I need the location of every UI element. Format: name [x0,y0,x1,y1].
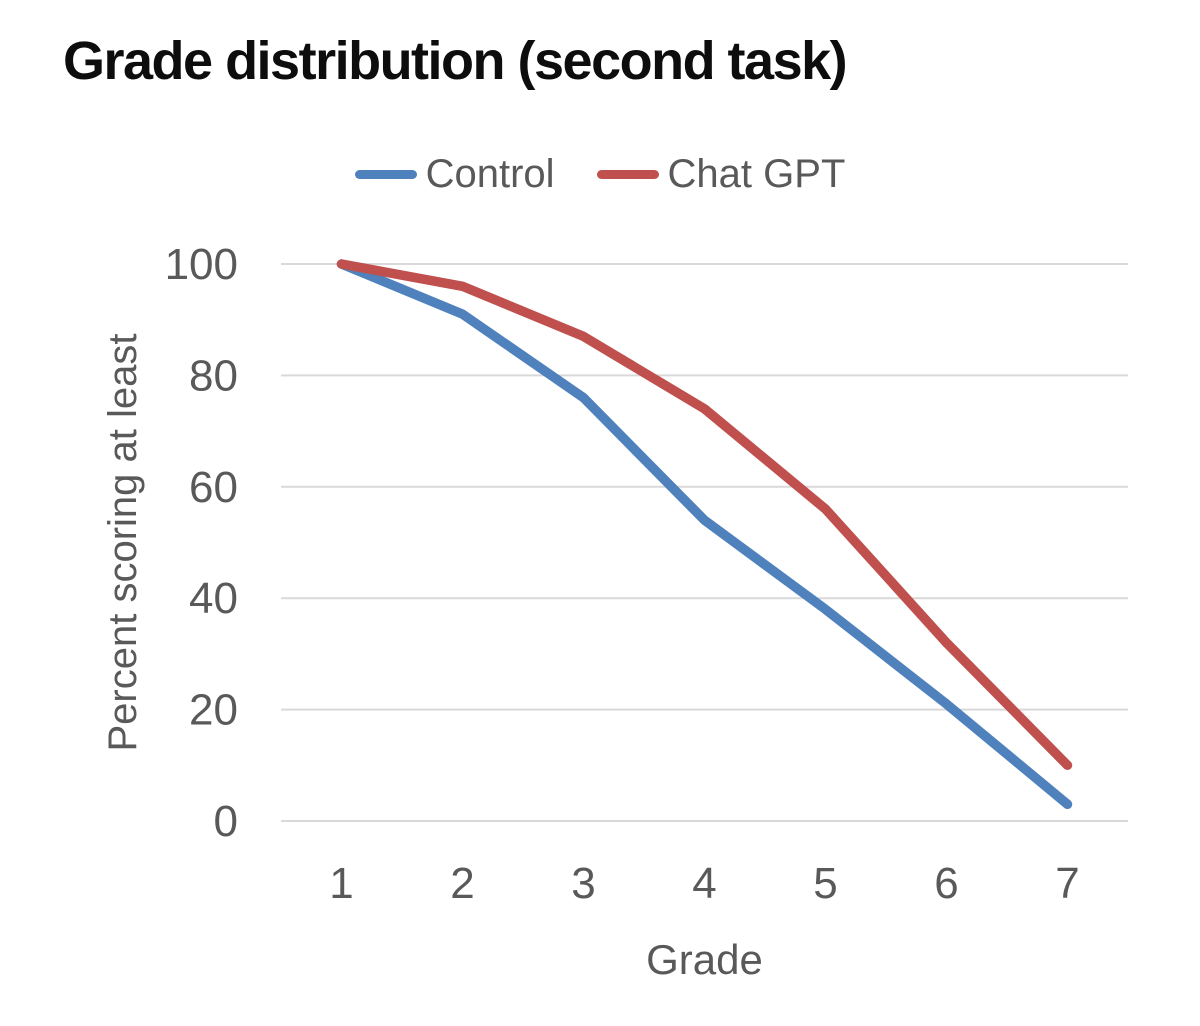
y-tick-label: 60 [189,463,238,512]
chart-title: Grade distribution (second task) [63,31,848,91]
y-tick-label: 20 [189,686,238,735]
legend: Control Chat GPT [0,152,1200,197]
x-tick-label: 1 [329,859,353,908]
control-line-swatch-icon [354,170,417,179]
x-tick-label: 2 [450,859,474,908]
legend-item-control: Control [354,152,555,197]
chatgpt-line-swatch-icon [596,170,659,179]
y-tick-label: 80 [189,351,238,400]
x-tick-label: 5 [813,859,837,908]
x-tick-label: 6 [934,859,958,908]
x-tick-label: 4 [692,859,716,908]
series-line-control [336,259,1073,810]
y-tick-label: 40 [189,574,238,623]
legend-item-chatgpt: Chat GPT [596,152,846,197]
legend-label-control: Control [425,152,555,196]
legend-label-chatgpt: Chat GPT [667,152,846,196]
y-axis-title: Percent scoring at least [101,334,145,752]
x-tick-label: 3 [571,859,595,908]
y-tick-label: 0 [214,797,238,846]
series-line-chat-gpt [336,259,1073,771]
y-tick-label: 100 [165,240,238,289]
x-tick-label: 7 [1055,859,1079,908]
x-axis-title: Grade [646,936,763,983]
